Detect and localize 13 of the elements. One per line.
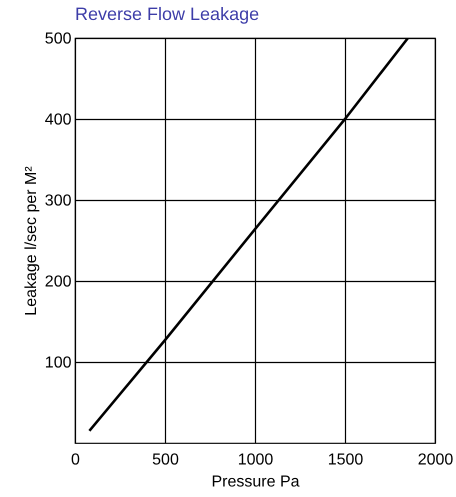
x-tick-label: 1500 bbox=[328, 452, 364, 468]
y-tick-label: 400 bbox=[44, 112, 72, 128]
x-tick-label: 1000 bbox=[238, 452, 274, 468]
x-axis-title: Pressure Pa bbox=[211, 474, 300, 490]
x-tick-label: 2000 bbox=[418, 452, 454, 468]
x-tick-label: 500 bbox=[152, 452, 179, 468]
chart-title: Reverse Flow Leakage bbox=[75, 4, 260, 24]
y-tick-label: 500 bbox=[44, 30, 72, 48]
y-tick-label: 100 bbox=[44, 354, 72, 372]
y-tick-label: 200 bbox=[44, 274, 72, 290]
y-axis-title: Leakage l/sec per M² bbox=[22, 166, 40, 316]
y-tick-label: 300 bbox=[44, 192, 72, 210]
x-tick-label: 0 bbox=[71, 452, 80, 468]
